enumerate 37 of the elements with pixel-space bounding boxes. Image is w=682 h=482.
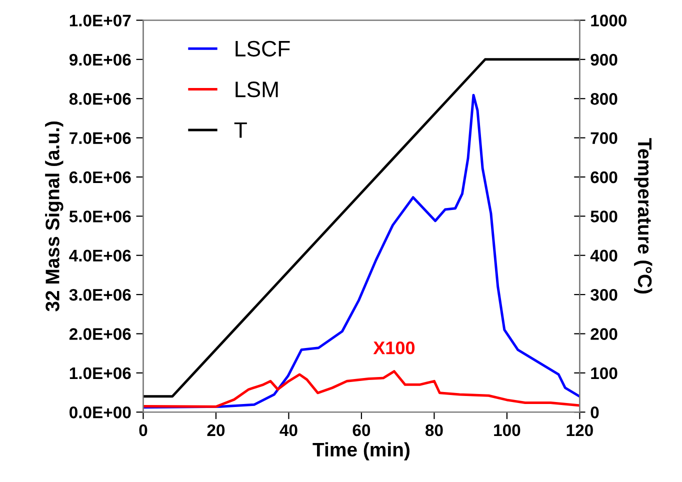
- y2-axis-title: Temperature (°C): [634, 138, 652, 294]
- y-tick-label: 2.0E+06: [69, 328, 131, 340]
- line-series: [143, 370, 580, 408]
- y-tick-label: 4.0E+06: [69, 250, 131, 262]
- x-tick-label: 120: [566, 424, 593, 436]
- y2-tick-label: 800: [590, 93, 618, 105]
- y-tick-label: 6.0E+06: [69, 171, 131, 184]
- y-tick-label: 1.0E+06: [70, 367, 131, 380]
- y2-tick-label: 200: [590, 328, 618, 340]
- y-tick-label: 8.0E+06: [69, 93, 131, 105]
- x-tick-label: 40: [280, 424, 298, 436]
- y2-tick-label: 600: [590, 171, 618, 184]
- y2-tick-label: 1000: [591, 14, 627, 26]
- legend-label: T: [234, 122, 247, 138]
- x-axis-title: Time (min): [312, 442, 410, 460]
- legend-label: LSCF: [236, 40, 290, 57]
- annotation: X100: [373, 341, 415, 354]
- x-tick-label: 0: [139, 424, 148, 436]
- y-tick-label: 9.0E+06: [69, 54, 131, 66]
- y2-tick-label: 900: [590, 54, 618, 66]
- x-tick-label: 100: [494, 424, 520, 436]
- x-tick-label: 80: [425, 424, 443, 436]
- y-tick-label: 5.0E+06: [69, 210, 131, 222]
- x-tick-label: 20: [207, 424, 225, 436]
- y-axis-title: 32 Mass Signal (a.u.): [45, 122, 64, 312]
- y-tick-label: 3.0E+06: [69, 288, 131, 301]
- x-tick-label: 60: [352, 424, 370, 436]
- y2-tick-label: 400: [590, 250, 618, 262]
- y2-tick-label: 100: [591, 367, 618, 380]
- y2-tick-label: 300: [590, 288, 618, 301]
- y2-tick-label: 500: [590, 210, 618, 222]
- y-tick-label: 7.0E+06: [70, 132, 131, 144]
- y-tick-label: 1.0E+07: [70, 14, 131, 26]
- y-tick-label: 0.0E+00: [70, 406, 131, 418]
- legend-label: LSM: [236, 82, 278, 98]
- y2-tick-label: 700: [590, 132, 618, 144]
- y2-tick-label: 0: [590, 406, 599, 418]
